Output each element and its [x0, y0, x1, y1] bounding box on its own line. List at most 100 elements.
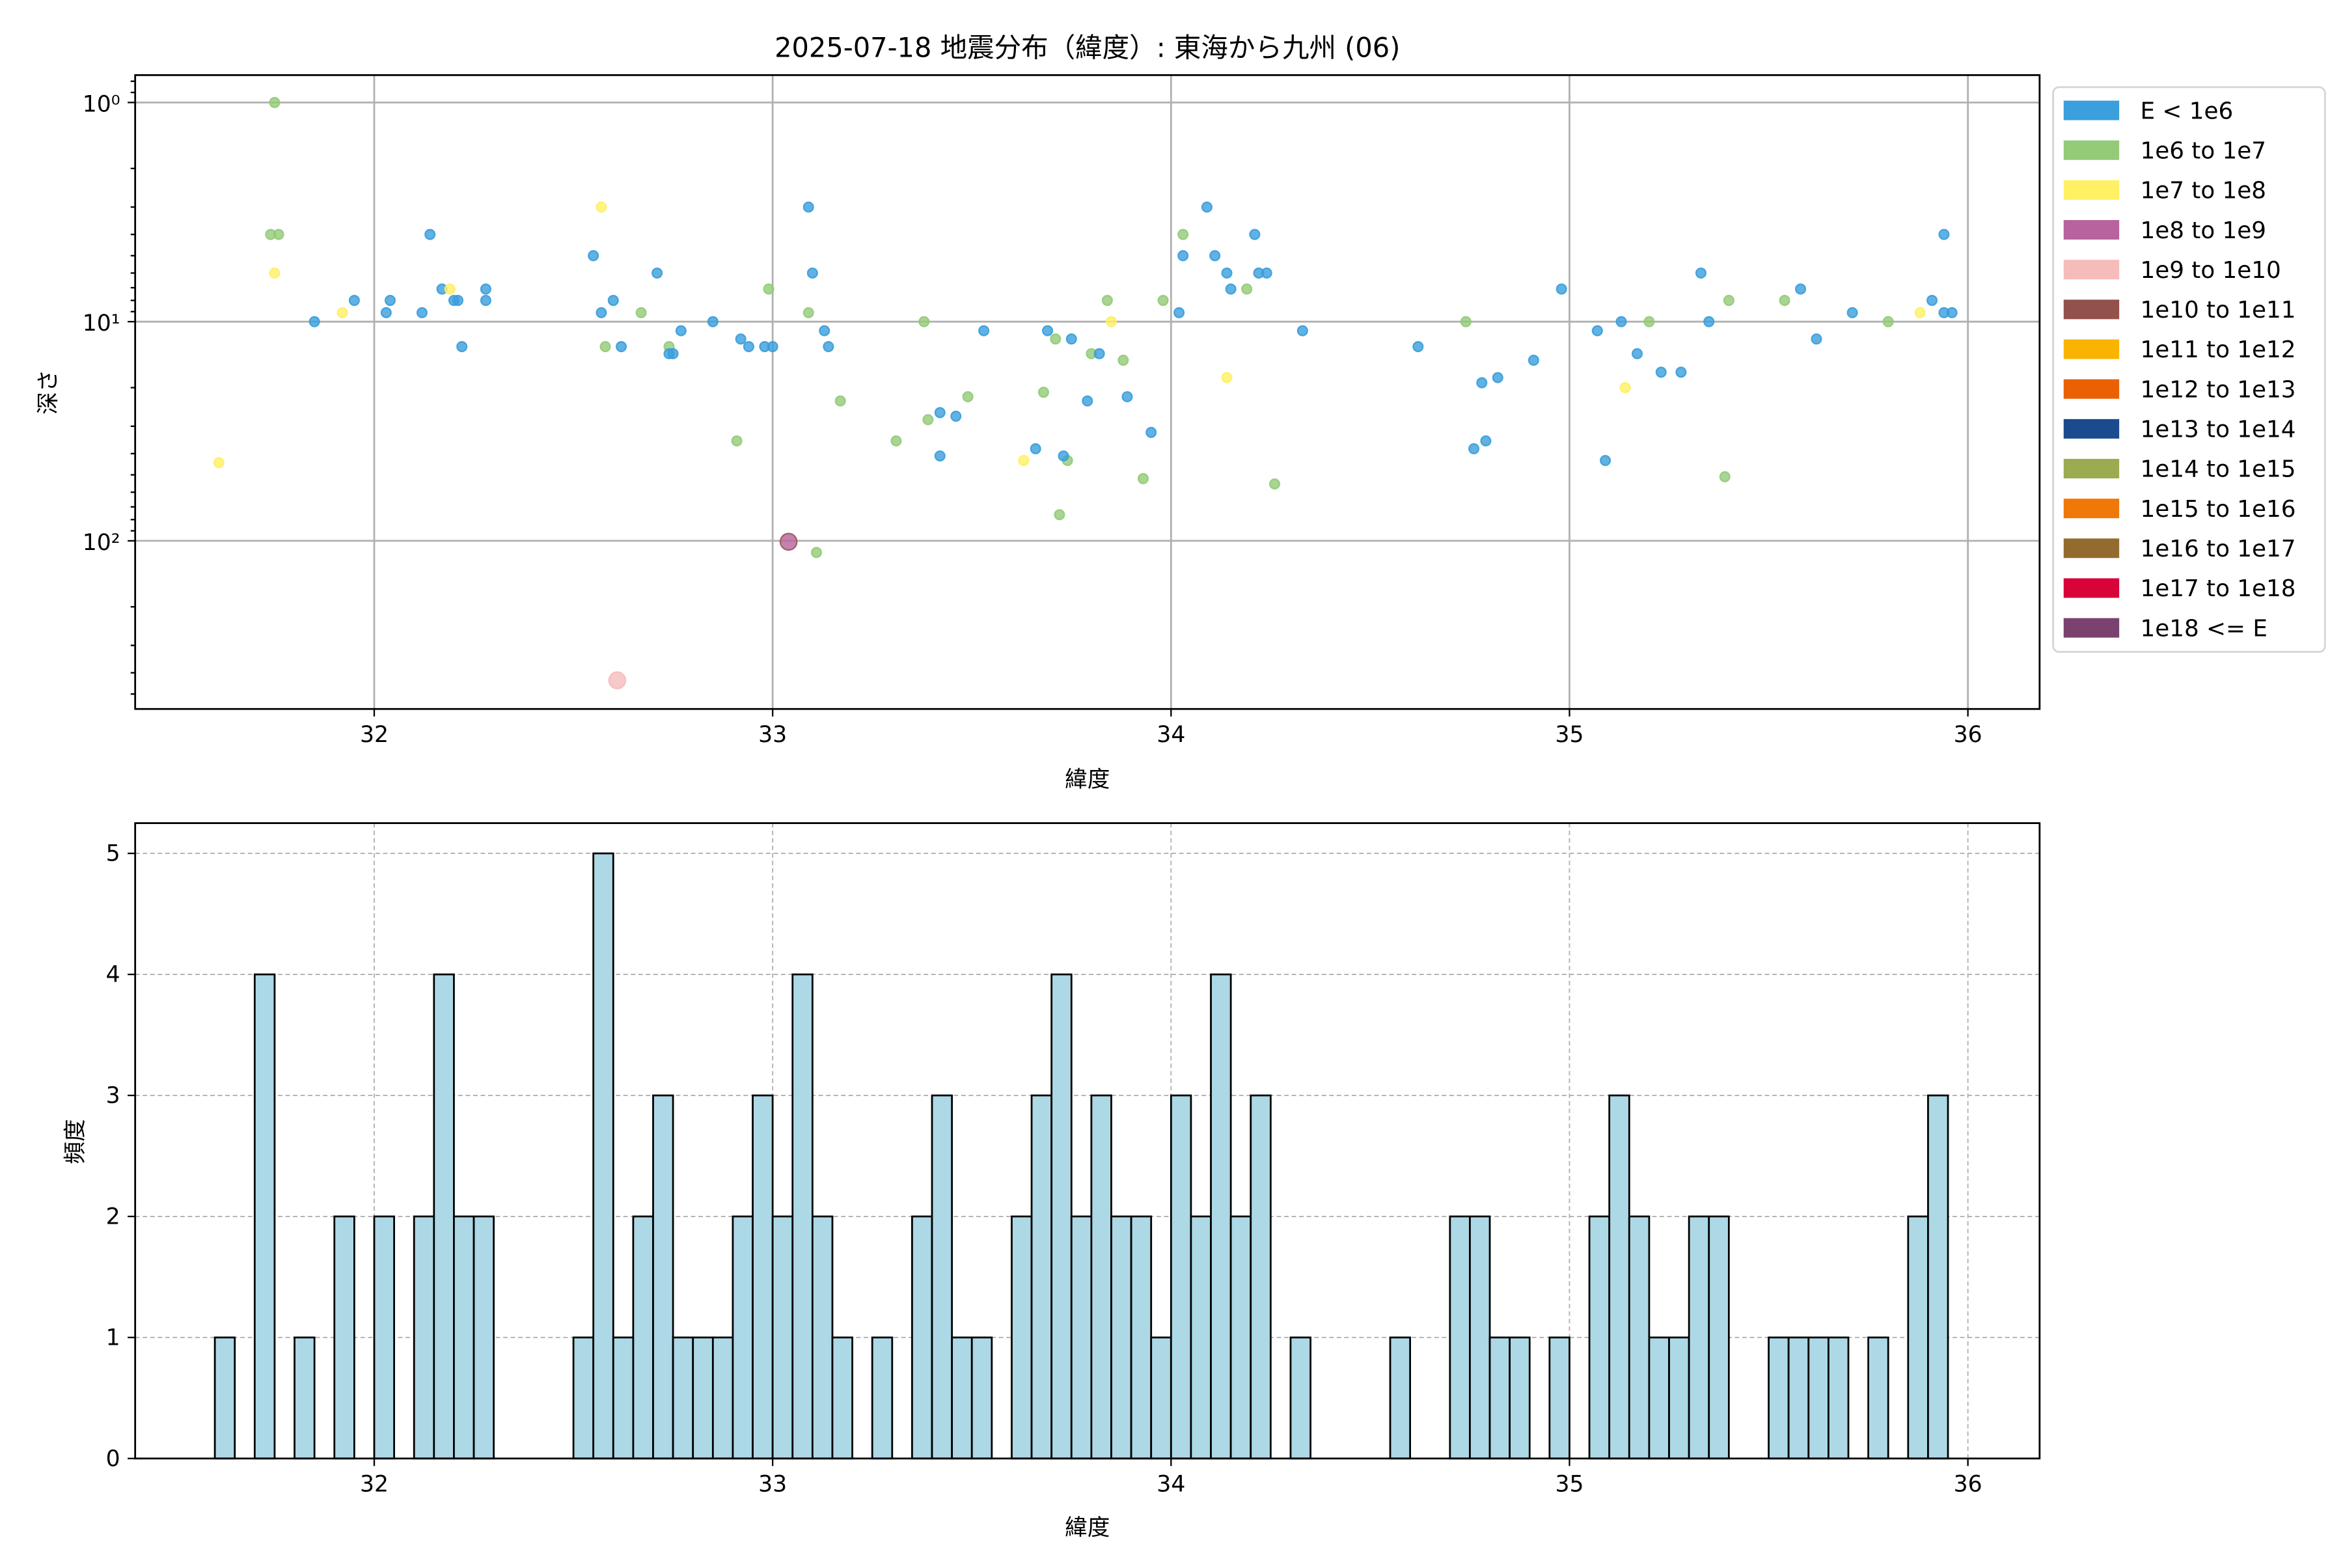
histogram-bar — [373, 1215, 395, 1460]
scatter-y-tick-label: 10⁰ — [83, 91, 120, 117]
scatter-point — [1296, 325, 1308, 337]
scatter-point — [779, 532, 798, 551]
histogram-x-tick-label: 32 — [360, 1472, 389, 1498]
histogram-bar — [1210, 973, 1232, 1460]
histogram-y-tick-label: 3 — [106, 1083, 120, 1109]
scatter-point — [950, 410, 962, 422]
scatter-point — [767, 341, 778, 353]
scatter-point — [615, 341, 627, 353]
scatter-point — [743, 341, 754, 353]
histogram-bar — [1190, 1215, 1212, 1460]
histogram-bar — [931, 1094, 953, 1460]
scatter-point — [1703, 316, 1715, 327]
scatter-point — [810, 547, 823, 558]
histogram-bar — [592, 852, 614, 1460]
scatter-point — [1177, 250, 1189, 262]
legend-label: 1e15 to 1e16 — [2140, 496, 2295, 523]
scatter-x-tick-label: 32 — [360, 722, 389, 748]
scatter-point — [1225, 283, 1237, 295]
scatter-point — [890, 435, 902, 447]
scatter-point — [735, 333, 747, 345]
histogram-bar — [1110, 1215, 1132, 1460]
scatter-point — [1695, 267, 1707, 279]
scatter-point — [273, 228, 284, 240]
legend-swatch — [2063, 578, 2120, 598]
legend-label: 1e14 to 1e15 — [2140, 456, 2295, 483]
scatter-point — [806, 267, 818, 279]
histogram-bar — [1907, 1215, 1929, 1460]
scatter-point — [588, 250, 599, 262]
scatter-point — [823, 341, 834, 353]
scatter-point — [1058, 450, 1069, 462]
scatter-point — [1173, 307, 1185, 318]
histogram-bar — [473, 1215, 495, 1460]
scatter-point — [1241, 283, 1253, 295]
scatter-point — [918, 316, 930, 327]
histogram-bar — [951, 1336, 973, 1460]
legend-swatch — [2063, 140, 2120, 160]
scatter-point — [1723, 295, 1734, 307]
histogram-bar — [1668, 1336, 1690, 1460]
histogram-bar — [253, 973, 276, 1460]
scatter-point — [1795, 283, 1807, 295]
scatter-point — [1643, 316, 1655, 327]
scatter-point — [1117, 354, 1129, 366]
histogram-bar — [1250, 1094, 1272, 1460]
legend-label: 1e12 to 1e13 — [2140, 376, 2295, 403]
scatter-point — [1065, 333, 1077, 345]
histogram-y-tick-label: 2 — [106, 1204, 120, 1230]
scatter-point — [1201, 201, 1213, 213]
scatter-point — [1209, 250, 1221, 262]
histogram-bar — [732, 1215, 754, 1460]
histogram-bar — [672, 1336, 694, 1460]
histogram-x-tick-label: 35 — [1555, 1472, 1583, 1498]
histogram-y-tick-label: 1 — [106, 1325, 120, 1351]
scatter-point — [1157, 295, 1169, 307]
histogram-xlabel: 緯度 — [1065, 1515, 1110, 1541]
scatter-point — [1926, 295, 1938, 307]
legend-label: 1e11 to 1e12 — [2140, 337, 2295, 363]
legend-label: 1e16 to 1e17 — [2140, 536, 2295, 562]
scatter-point — [1105, 316, 1117, 327]
scatter-point — [1221, 267, 1233, 279]
legend-swatch — [2063, 220, 2120, 240]
scatter-point — [978, 325, 990, 337]
histogram-bar — [1927, 1094, 1949, 1460]
scatter-point — [336, 307, 348, 318]
legend-label: E < 1e6 — [2140, 98, 2233, 124]
scatter-point — [1037, 387, 1049, 398]
histogram-bar — [1030, 1094, 1053, 1460]
histogram-bar — [1509, 1336, 1531, 1460]
histogram-y-tick-label: 4 — [106, 962, 120, 988]
scatter-point — [1528, 354, 1539, 366]
scatter-point — [819, 325, 830, 337]
scatter-point — [1412, 341, 1424, 353]
legend-swatch — [2063, 379, 2120, 399]
histogram-bar — [1011, 1215, 1033, 1460]
histogram-frame — [134, 822, 2041, 1460]
histogram-bar — [970, 1336, 993, 1460]
scatter-frame — [134, 74, 2041, 710]
histogram-bar — [1229, 1215, 1252, 1460]
scatter-point — [802, 201, 814, 213]
scatter-point — [1882, 316, 1894, 327]
histogram-bar — [453, 1215, 475, 1460]
scatter-point — [1030, 443, 1041, 454]
histogram-bar — [1488, 1336, 1511, 1460]
histogram-bar — [572, 1336, 595, 1460]
histogram-bar — [213, 1336, 236, 1460]
scatter-point — [1492, 372, 1503, 383]
scatter-point — [1093, 348, 1105, 359]
scatter-point — [1632, 348, 1643, 359]
legend-label: 1e8 to 1e9 — [2140, 217, 2266, 244]
histogram-bar — [831, 1336, 853, 1460]
legend-box — [2052, 86, 2326, 653]
scatter-point — [1600, 454, 1611, 467]
scatter-x-tick-label: 33 — [758, 722, 787, 748]
scatter-point — [1719, 471, 1731, 482]
histogram-bar — [1070, 1215, 1093, 1460]
scatter-point — [1779, 295, 1790, 307]
scatter-point — [384, 295, 396, 307]
legend-swatch — [2063, 419, 2120, 439]
